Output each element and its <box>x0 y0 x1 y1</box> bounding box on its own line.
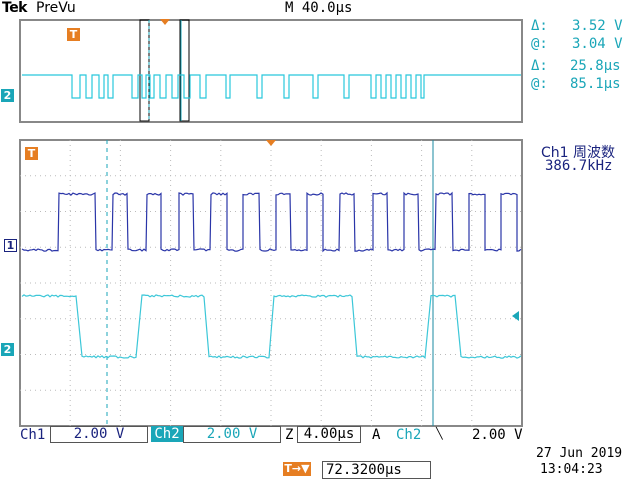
ch2-ground-marker[interactable]: 2 <box>1 343 14 356</box>
zoom-window-left <box>140 20 149 121</box>
cursor-v-at-symbol: @: <box>531 36 548 52</box>
preview-ch2-marker[interactable]: 2 <box>1 89 14 102</box>
zoom-timebase[interactable]: 4.00µs <box>297 426 361 443</box>
date: 27 Jun 2019 <box>536 446 622 461</box>
cursor-t-delta-symbol: Δ: <box>531 58 548 74</box>
ch1-scale[interactable]: 2.00 V <box>50 426 148 443</box>
ch1-ground-marker[interactable]: 1 <box>4 239 17 252</box>
preview-trigger-marker <box>160 19 170 25</box>
trigger-level[interactable]: 2.00 V <box>472 427 523 443</box>
cursor-v-delta-symbol: Δ: <box>531 18 548 34</box>
preview-window <box>20 20 522 122</box>
preview-trigger-icon: T <box>67 28 80 41</box>
trigger-level-marker <box>512 311 519 321</box>
cursor-t-at: 85.1µs <box>570 76 621 92</box>
zoom-label: Z <box>285 427 293 443</box>
graticule-grid <box>20 140 522 426</box>
cursor-t-at-symbol: @: <box>531 76 548 92</box>
cursor-t-delta: 25.8µs <box>570 58 621 74</box>
time: 13:04:23 <box>540 462 603 477</box>
measurement-value: 386.7kHz <box>545 158 612 174</box>
ch1-label: Ch1 <box>20 427 45 443</box>
trigger-mode-label: A <box>372 427 380 443</box>
status-bar: Ch1 2.00 V Ch2 2.00 V Z 4.00µs A Ch2 ╲ 2… <box>20 427 525 443</box>
preview-waveform <box>22 75 521 98</box>
horizontal-position[interactable]: 72.3200µs <box>322 461 431 479</box>
cursor-v-at: 3.04 V <box>572 36 623 52</box>
horizontal-position-icon: T→▼ <box>283 462 311 476</box>
cursor-v-delta: 3.52 V <box>572 18 623 34</box>
trigger-position-marker <box>266 140 276 146</box>
ch2-scale[interactable]: 2.00 V <box>183 426 281 443</box>
ch1-waveform <box>22 193 521 251</box>
ch2-waveform <box>22 295 521 358</box>
trigger-icon: T <box>25 147 38 160</box>
trigger-source[interactable]: Ch2 <box>396 427 421 443</box>
ch2-label: Ch2 <box>151 426 183 442</box>
falling-edge-icon: ╲ <box>436 427 443 440</box>
